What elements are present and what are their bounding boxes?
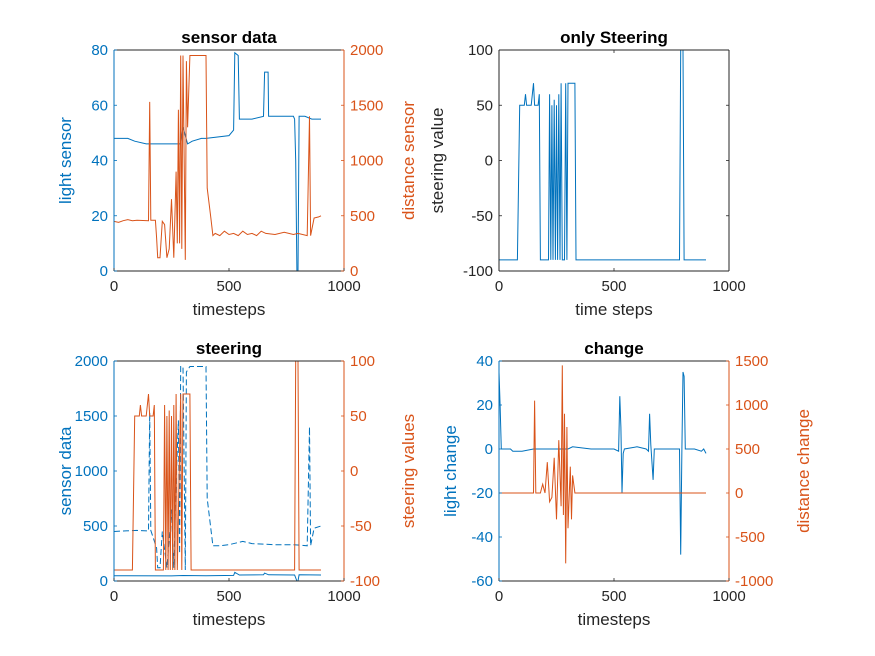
y-tick-label-left-p2: 0 bbox=[485, 153, 493, 170]
y-tick-label-left-p3: 2000 bbox=[75, 353, 108, 370]
y-tick-label-left-p2: 50 bbox=[476, 97, 493, 114]
subplot-p2: 0 500 1000 -100 -50 0 50 100 only Steering time s… bbox=[428, 28, 746, 319]
x-label-p4: timesteps bbox=[578, 610, 651, 629]
x-tick-label-p1: 0 bbox=[110, 278, 118, 295]
y-tick-label-left-p4: -60 bbox=[471, 573, 493, 590]
title-p3: steering bbox=[196, 339, 262, 358]
series-p1-1 bbox=[114, 55, 322, 260]
series-p1-0 bbox=[114, 51, 321, 272]
y-tick-label-left-p4: 0 bbox=[485, 441, 493, 458]
subplot-p4: 0 500 1000 -60 -40 -20 0 20 40 -1000 -500 0 500 1000 1… bbox=[441, 339, 813, 629]
subplot-p1: 0 500 10000204060800500100015002000sensor … bbox=[56, 28, 418, 319]
y-label-right-p1: distance sensor bbox=[399, 101, 418, 220]
y-tick-label-left-p1: 40 bbox=[91, 153, 108, 170]
series-p3-0 bbox=[114, 571, 322, 582]
title-p2: only Steering bbox=[560, 28, 668, 47]
y-label-right-p4: distance change bbox=[794, 409, 813, 533]
x-tick-label-p2: 500 bbox=[601, 278, 626, 295]
y-label-left-p3: sensor data bbox=[56, 426, 75, 515]
y-tick-label-right-p3: -100 bbox=[350, 573, 380, 590]
series-p2-0 bbox=[499, 49, 706, 261]
y-tick-label-left-p1: 20 bbox=[91, 208, 108, 225]
y-tick-label-right-p3: 50 bbox=[350, 408, 367, 425]
y-tick-label-right-p1: 500 bbox=[350, 208, 375, 225]
title-p1: sensor data bbox=[181, 28, 277, 47]
y-label-right-p3: steering values bbox=[399, 414, 418, 528]
y-tick-label-left-p1: 0 bbox=[100, 263, 108, 280]
y-tick-label-right-p3: 0 bbox=[350, 463, 358, 480]
x-label-p2: time steps bbox=[575, 300, 652, 319]
x-label-p3: timesteps bbox=[193, 610, 266, 629]
y-tick-label-right-p4: -1000 bbox=[735, 573, 773, 590]
y-tick-label-right-p4: 1000 bbox=[735, 397, 768, 414]
y-tick-label-right-p4: -500 bbox=[735, 529, 765, 546]
y-tick-label-left-p2: 100 bbox=[468, 42, 493, 59]
x-tick-label-p4: 0 bbox=[495, 588, 503, 605]
subplot-p3: 0 500 1000 0 500 1000 1500 2000 -100 -50 0 50 100 ste… bbox=[56, 339, 418, 629]
y-tick-label-left-p4: -40 bbox=[471, 529, 493, 546]
y-label-left-p2: steering value bbox=[428, 108, 447, 214]
y-tick-label-left-p2: -50 bbox=[471, 208, 493, 225]
y-label-left-p1: light sensor bbox=[56, 117, 75, 204]
y-tick-label-right-p1: 1000 bbox=[350, 153, 383, 170]
y-tick-label-right-p1: 0 bbox=[350, 263, 358, 280]
series-p4-1 bbox=[499, 365, 706, 564]
x-label-p1: timesteps bbox=[193, 300, 266, 319]
y-tick-label-left-p3: 0 bbox=[100, 573, 108, 590]
y-tick-label-left-p4: -20 bbox=[471, 485, 493, 502]
y-tick-label-left-p4: 20 bbox=[476, 397, 493, 414]
x-tick-label-p1: 1000 bbox=[327, 278, 360, 295]
x-tick-label-p1: 500 bbox=[216, 278, 241, 295]
x-tick-label-p4: 1000 bbox=[712, 588, 745, 605]
y-tick-label-left-p1: 80 bbox=[91, 42, 108, 59]
y-tick-label-right-p4: 500 bbox=[735, 441, 760, 458]
y-tick-label-left-p2: -100 bbox=[463, 263, 493, 280]
y-tick-label-left-p3: 1500 bbox=[75, 408, 108, 425]
y-tick-label-right-p1: 1500 bbox=[350, 97, 383, 114]
series-p3-2 bbox=[114, 360, 321, 571]
y-tick-label-left-p3: 500 bbox=[83, 518, 108, 535]
y-tick-label-right-p4: 1500 bbox=[735, 353, 768, 370]
x-tick-label-p2: 0 bbox=[495, 278, 503, 295]
y-tick-label-right-p4: 0 bbox=[735, 485, 743, 502]
y-tick-label-left-p1: 60 bbox=[91, 97, 108, 114]
series-p3-1 bbox=[114, 366, 322, 571]
y-label-left-p4: light change bbox=[441, 425, 460, 517]
x-tick-label-p3: 500 bbox=[216, 588, 241, 605]
title-p4: change bbox=[584, 339, 644, 358]
x-tick-label-p3: 0 bbox=[110, 588, 118, 605]
y-tick-label-left-p3: 1000 bbox=[75, 463, 108, 480]
series-p4-0 bbox=[499, 371, 707, 555]
x-tick-label-p4: 500 bbox=[601, 588, 626, 605]
y-tick-label-right-p3: 100 bbox=[350, 353, 375, 370]
x-tick-label-p2: 1000 bbox=[712, 278, 745, 295]
y-tick-label-right-p3: -50 bbox=[350, 518, 372, 535]
y-tick-label-left-p4: 40 bbox=[476, 353, 493, 370]
y-tick-label-right-p1: 2000 bbox=[350, 42, 383, 59]
x-tick-label-p3: 1000 bbox=[327, 588, 360, 605]
